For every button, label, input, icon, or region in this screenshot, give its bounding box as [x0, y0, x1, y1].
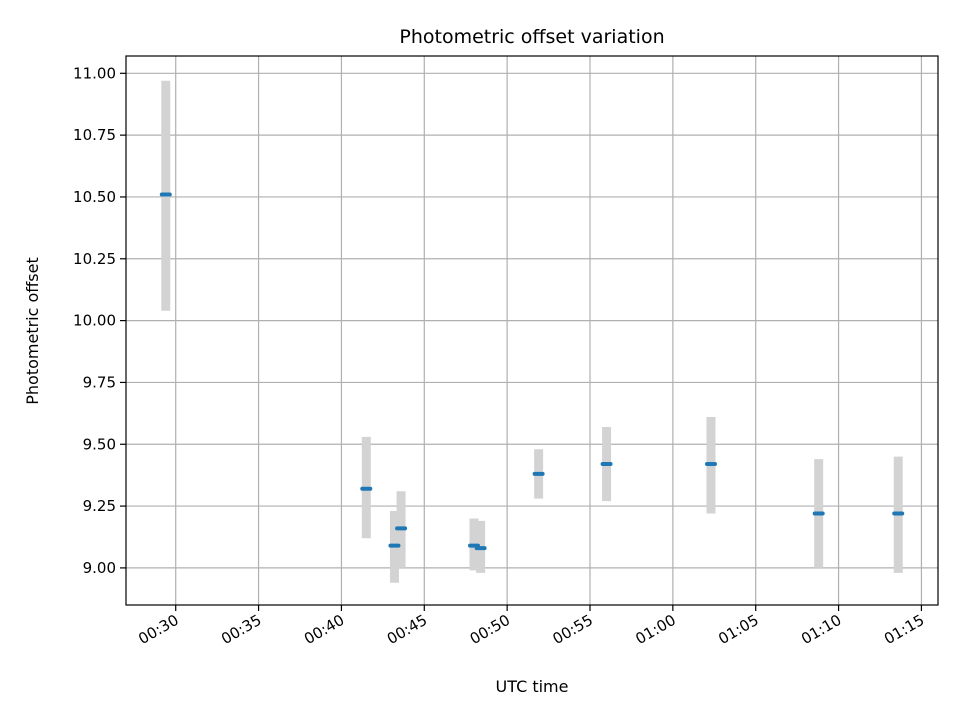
x-tick-label: 01:10 — [798, 611, 844, 648]
x-tick-label: 00:50 — [467, 611, 513, 648]
y-tick-label: 11.00 — [73, 64, 116, 82]
x-tick-label: 01:00 — [632, 611, 678, 648]
x-tick-label: 00:30 — [135, 611, 181, 648]
x-tick-label: 00:45 — [384, 611, 430, 648]
y-tick-label: 9.50 — [83, 435, 116, 453]
plot-frame — [125, 55, 939, 606]
x-tick-label: 00:40 — [301, 611, 347, 648]
x-axis-label: UTC time — [496, 677, 569, 696]
grid — [126, 56, 938, 605]
y-tick-label: 10.75 — [73, 126, 116, 144]
y-axis: 9.00 9.25 9.50 9.75 10.00 10.25 10.50 10.75 11.0… — [73, 64, 126, 577]
data-points — [159, 192, 905, 551]
x-tick-label: 00:55 — [550, 611, 596, 648]
y-axis-label: Photometric offset — [23, 257, 42, 405]
y-tick-label: 9.25 — [83, 497, 116, 515]
y-tick-label: 9.75 — [83, 373, 116, 391]
y-tick-label: 9.00 — [83, 559, 116, 577]
y-tick-label: 10.50 — [73, 188, 116, 206]
x-tick-label: 00:35 — [218, 611, 264, 648]
x-axis: 00:30 00:35 00:40 00:45 00:50 00:55 01:00 01:05… — [135, 605, 927, 648]
y-tick-label: 10.25 — [73, 250, 116, 268]
y-tick-label: 10.00 — [73, 312, 116, 330]
chart-title: Photometric offset variation — [399, 26, 664, 48]
x-tick-label: 01:05 — [715, 611, 761, 648]
error-bars — [161, 80, 903, 583]
x-tick-label: 01:15 — [881, 611, 927, 648]
